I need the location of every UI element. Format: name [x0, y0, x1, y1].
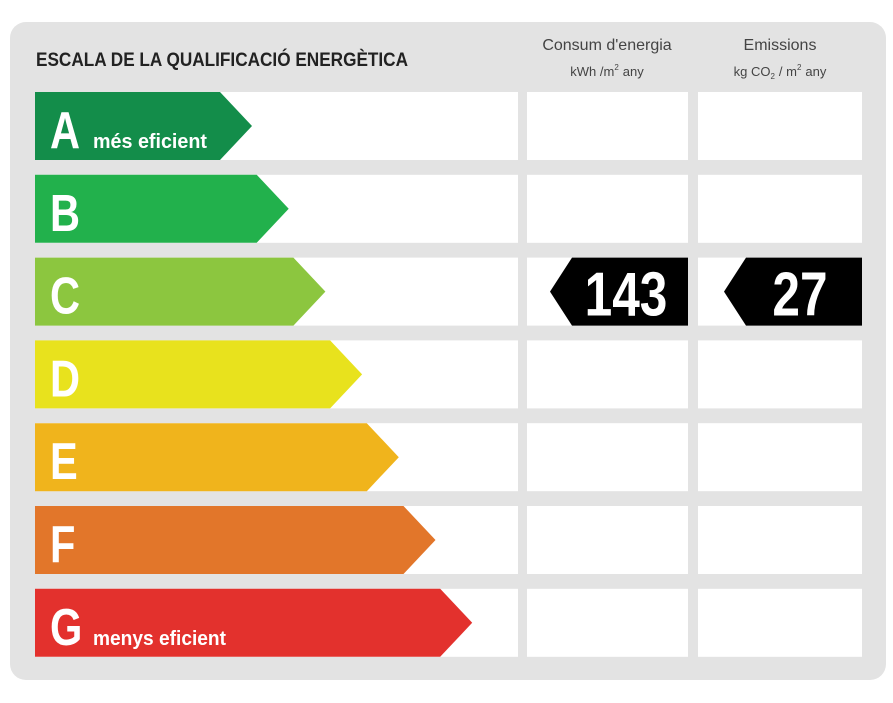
- rating-label: menys eficient: [93, 628, 226, 650]
- unit-part: kg CO: [734, 64, 771, 79]
- rating-letter: E: [50, 432, 78, 491]
- rating-letter: F: [50, 515, 75, 574]
- emissions-cell: [698, 423, 862, 492]
- consumption-cell: [527, 174, 688, 243]
- column-title: Consum d'energia: [542, 37, 671, 54]
- unit-part: 2: [614, 63, 619, 72]
- rating-arrow: [35, 423, 399, 492]
- consumption-cell: [527, 588, 688, 657]
- unit-part: any: [623, 64, 644, 79]
- unit-part: kWh /m: [570, 64, 614, 79]
- consumption-indicator: [550, 257, 688, 326]
- consumption-value: 143: [585, 259, 668, 329]
- unit-part: 2: [797, 63, 802, 72]
- emissions-cell: [698, 92, 862, 160]
- consumption-cell: [527, 506, 688, 574]
- unit-part: / m: [779, 64, 797, 79]
- rating-arrow: [35, 92, 252, 160]
- rating-letter: B: [50, 183, 80, 242]
- rating-letter: C: [50, 266, 80, 325]
- rating-arrow: [35, 588, 473, 657]
- emissions-cell: [698, 174, 862, 243]
- rating-arrow: [35, 506, 436, 574]
- consumption-cell: [527, 340, 688, 409]
- rating-letter: A: [50, 101, 80, 160]
- emissions-cell: [698, 588, 862, 657]
- column-unit: kWh /m2 any: [570, 63, 644, 79]
- rating-arrow: [35, 257, 326, 326]
- emissions-indicator: [724, 257, 862, 326]
- rating-label: més eficient: [93, 131, 207, 153]
- title: ESCALA DE LA QUALIFICACIÓ ENERGÈTICA: [36, 49, 408, 71]
- emissions-cell: [698, 340, 862, 409]
- emissions-value: 27: [772, 259, 827, 329]
- rating-arrow: [35, 174, 289, 243]
- rating-letter: G: [50, 597, 82, 656]
- emissions-cell: [698, 506, 862, 574]
- unit-part: any: [805, 64, 826, 79]
- rating-arrow: [35, 340, 363, 409]
- consumption-cell: [527, 92, 688, 160]
- column-unit: kg CO2/ m2 any: [734, 63, 827, 81]
- consumption-cell: [527, 423, 688, 492]
- rating-letter: D: [50, 349, 80, 408]
- column-title: Emissions: [744, 37, 817, 54]
- unit-part: 2: [770, 72, 775, 81]
